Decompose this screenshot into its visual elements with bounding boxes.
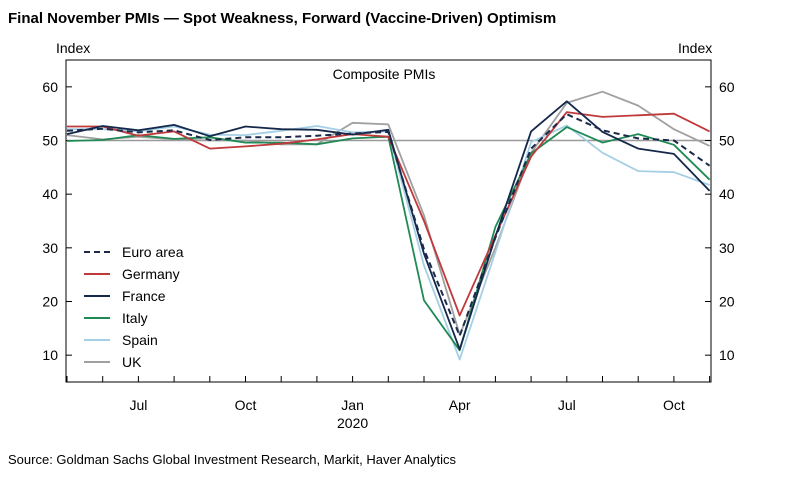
chart-title: Composite PMIs bbox=[333, 66, 436, 82]
source-note: Source: Goldman Sachs Global Investment … bbox=[8, 452, 456, 467]
legend-label-uk: UK bbox=[122, 354, 142, 370]
page-title: Final November PMIs — Spot Weakness, For… bbox=[8, 10, 557, 27]
y-tick-label-left: 60 bbox=[42, 79, 58, 95]
y-axis-label-left: Index bbox=[56, 40, 90, 56]
x-tick-label: Oct bbox=[235, 397, 257, 413]
y-tick-label-left: 40 bbox=[42, 186, 58, 202]
plot-area-frame bbox=[65, 59, 712, 383]
series-line-france bbox=[66, 100, 711, 351]
y-tick-label-left: 30 bbox=[42, 240, 58, 256]
y-tick-label-right: 50 bbox=[719, 133, 735, 149]
y-tick-label-right: 20 bbox=[719, 294, 735, 310]
y-tick-label-right: 10 bbox=[719, 347, 735, 363]
y-tick-label-right: 30 bbox=[719, 240, 735, 256]
x-tick-label: Jul bbox=[129, 397, 147, 413]
x-tick-label: Apr bbox=[449, 397, 471, 413]
y-tick-label-left: 10 bbox=[42, 347, 58, 363]
x-tick-sublabel: 2020 bbox=[337, 415, 368, 431]
legend-label-italy: Italy bbox=[122, 310, 148, 326]
series-line-euro-area bbox=[66, 113, 711, 337]
legend-label-germany: Germany bbox=[122, 266, 180, 282]
y-axis-label-right: Index bbox=[678, 40, 712, 56]
series-line-spain bbox=[67, 124, 710, 361]
legend-label-france: France bbox=[122, 288, 166, 304]
y-tick-label-left: 20 bbox=[42, 294, 58, 310]
series-line-germany bbox=[67, 111, 710, 317]
x-tick-label: Oct bbox=[663, 397, 685, 413]
legend: Euro area Germany France Italy Spain UK bbox=[84, 244, 184, 370]
x-tick-label: Jan bbox=[341, 397, 364, 413]
series-line-italy bbox=[66, 126, 711, 352]
y-tick-label-left: 50 bbox=[42, 133, 58, 149]
x-tick-label: Jul bbox=[558, 397, 576, 413]
legend-label-euro-area: Euro area bbox=[122, 244, 184, 260]
legend-label-spain: Spain bbox=[122, 332, 158, 348]
y-tick-label-right: 40 bbox=[719, 186, 735, 202]
y-tick-label-right: 60 bbox=[719, 79, 735, 95]
